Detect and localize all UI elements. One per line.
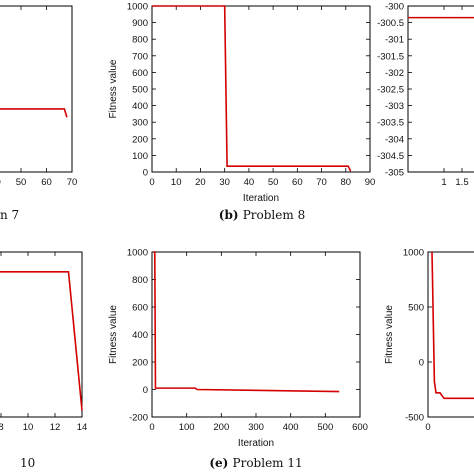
caption-text: Problem 8 bbox=[243, 208, 305, 222]
x-tick-label: 12 bbox=[50, 422, 61, 433]
y-tick-label: 1000 bbox=[127, 2, 148, 13]
x-tick-label: 100 bbox=[179, 422, 195, 433]
series-line bbox=[0, 108, 68, 118]
y-tick-label: 200 bbox=[132, 358, 148, 369]
y-tick-label: 800 bbox=[132, 275, 148, 286]
subfigure-caption: (b) Problem 8 bbox=[219, 208, 305, 222]
x-tick-label: 40 bbox=[244, 177, 255, 188]
series-line bbox=[0, 270, 83, 411]
y-tick-label: 500 bbox=[408, 303, 424, 314]
y-tick-label: 100 bbox=[132, 151, 148, 162]
series-line bbox=[153, 251, 340, 393]
y-tick-label: -302 bbox=[385, 68, 404, 79]
y-axis-label: Fitness value bbox=[108, 305, 119, 364]
x-tick-label: 70 bbox=[67, 177, 78, 188]
y-tick-label: 200 bbox=[132, 134, 148, 145]
y-tick-label: -301 bbox=[385, 35, 404, 46]
plot-frame bbox=[0, 5, 73, 173]
plot-frame bbox=[427, 251, 474, 418]
y-tick-label: 800 bbox=[132, 35, 148, 46]
y-tick-label: 300 bbox=[132, 118, 148, 129]
x-tick-label: 600 bbox=[352, 422, 368, 433]
y-tick-label: 500 bbox=[132, 85, 148, 96]
subfigure-caption: n 7 bbox=[0, 208, 19, 222]
x-tick-label: 0 bbox=[149, 422, 154, 433]
y-tick-label: 400 bbox=[132, 330, 148, 341]
y-tick-label: -303.5 bbox=[377, 118, 404, 129]
x-tick-label: 200 bbox=[213, 422, 229, 433]
y-tick-label: 0 bbox=[143, 385, 148, 396]
x-tick-label: 500 bbox=[317, 422, 333, 433]
chart-p7: 40 50 60 70 n 7 bbox=[0, 5, 78, 222]
x-tick-label: 300 bbox=[248, 422, 264, 433]
x-tick-label: 80 bbox=[340, 177, 351, 188]
y-tick-label: 900 bbox=[132, 18, 148, 29]
chart-p11: 0 100 200 300 400 500 600-20002004006008001000… bbox=[108, 248, 368, 471]
y-tick-label: 600 bbox=[132, 303, 148, 314]
x-tick-label: 0 bbox=[425, 422, 430, 433]
subfigure-caption: 10 bbox=[20, 456, 35, 470]
y-tick-label: -305 bbox=[385, 168, 404, 179]
y-tick-label: 700 bbox=[132, 51, 148, 62]
y-tick-label: -301.5 bbox=[377, 51, 404, 62]
x-tick-label: 30 bbox=[219, 177, 230, 188]
caption-text: Problem 11 bbox=[233, 456, 303, 470]
x-axis-label: Iteration bbox=[243, 193, 279, 204]
y-axis-label: Fitness value bbox=[384, 305, 395, 364]
x-tick-label: 60 bbox=[292, 177, 303, 188]
x-tick-label: 400 bbox=[283, 422, 299, 433]
plot-frame bbox=[407, 5, 474, 173]
chart-p9: 1 1.5 -305 -304.5 -304 -303.5 -303 -302.5 -302 -3… bbox=[377, 2, 474, 188]
y-tick-label: -200 bbox=[129, 413, 148, 424]
x-tick-label: 70 bbox=[316, 177, 327, 188]
x-axis-label: Iteration bbox=[238, 438, 274, 449]
caption-text: 10 bbox=[20, 456, 35, 470]
plot-frame bbox=[151, 5, 371, 173]
y-tick-label: 1000 bbox=[403, 248, 424, 259]
y-tick-label: 1000 bbox=[127, 248, 148, 259]
plot-frame bbox=[151, 251, 361, 418]
chart-p8: 0 10 20 30 40 50 60 70 80 90010020030040050060070… bbox=[108, 2, 375, 223]
x-tick-label: 40 bbox=[0, 177, 1, 188]
y-tick-label: -302.5 bbox=[377, 85, 404, 96]
y-tick-label: 0 bbox=[143, 168, 148, 179]
subfigure-caption: (e) Problem 11 bbox=[209, 456, 302, 470]
caption-label: (e) bbox=[209, 456, 232, 470]
series-line bbox=[152, 5, 352, 172]
x-tick-label: 1.5 bbox=[455, 177, 468, 188]
y-tick-label: -300.5 bbox=[377, 18, 404, 29]
chart-p10: 8 10 12 14 10 bbox=[0, 251, 88, 470]
x-tick-label: 50 bbox=[268, 177, 279, 188]
y-tick-label: -303 bbox=[385, 101, 404, 112]
y-tick-label: 0 bbox=[419, 358, 424, 369]
caption-text: n 7 bbox=[0, 208, 19, 222]
x-tick-label: 90 bbox=[365, 177, 376, 188]
y-axis-label: Fitness value bbox=[108, 59, 119, 118]
y-tick-label: -300 bbox=[385, 2, 404, 13]
series-line bbox=[431, 251, 474, 400]
x-tick-label: 0 bbox=[149, 177, 154, 188]
x-tick-label: 20 bbox=[195, 177, 206, 188]
x-tick-label: 8 bbox=[0, 422, 4, 433]
x-tick-label: 14 bbox=[77, 422, 88, 433]
y-tick-label: -304 bbox=[385, 134, 404, 145]
y-tick-label: 600 bbox=[132, 68, 148, 79]
x-tick-label: 60 bbox=[41, 177, 52, 188]
x-tick-label: 10 bbox=[23, 422, 34, 433]
x-tick-label: 50 bbox=[16, 177, 27, 188]
y-tick-label: -500 bbox=[405, 413, 424, 424]
x-tick-label: 10 bbox=[171, 177, 182, 188]
y-tick-label: 400 bbox=[132, 101, 148, 112]
y-tick-label: -304.5 bbox=[377, 151, 404, 162]
caption-label: (b) bbox=[219, 208, 243, 222]
x-tick-label: 1 bbox=[441, 177, 446, 188]
